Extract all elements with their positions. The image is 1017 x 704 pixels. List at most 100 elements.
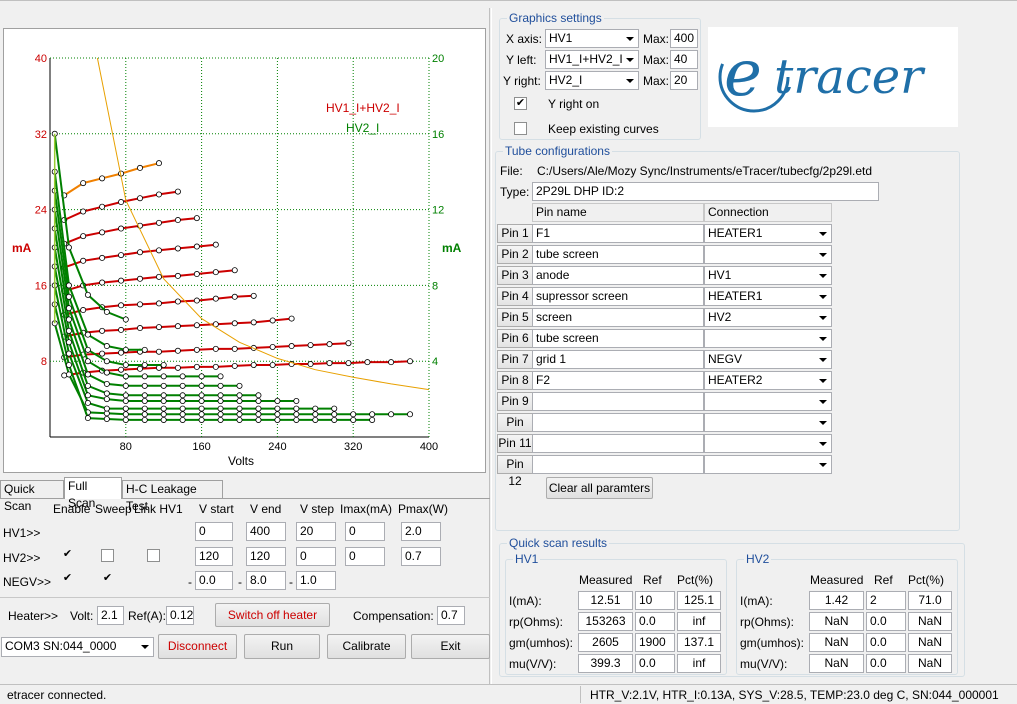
pin-button[interactable]: Pin 5 [497,308,533,327]
pin-connection-select[interactable]: HEATER1 [704,224,832,243]
result-ref-field[interactable]: 0.0 [866,654,906,673]
hv1-vend-input[interactable]: 400 [246,522,286,541]
pin-name-input[interactable]: tube screen [532,329,704,348]
pin-connection-select[interactable] [704,245,832,264]
result-measured-field[interactable]: 153263 [578,612,633,631]
type-field[interactable]: 2P29L DHP ID:2 [532,182,879,201]
disconnect-button[interactable]: Disconnect [158,634,237,659]
pin-name-input[interactable]: grid 1 [532,350,704,369]
hv1-pmax-input[interactable]: 2.0 [401,522,441,541]
hv1-vstart-input[interactable]: 0 [195,522,233,541]
pin-connection-select[interactable]: HV1 [704,266,832,285]
result-pct-field[interactable]: inf [677,612,721,631]
tab-hc-leakage[interactable]: H-C Leakage Test [122,480,223,513]
result-measured-field[interactable]: NaN [809,612,864,631]
pin-name-input[interactable] [532,434,704,453]
hv1-vstep-input[interactable]: 20 [296,522,336,541]
port-select[interactable]: COM3 SN:044_0000 [1,637,154,657]
pin-name-input[interactable]: screen [532,308,704,327]
result-measured-field[interactable]: 2605 [578,633,633,652]
hv1-imax-input[interactable]: 0 [345,522,385,541]
pin-button[interactable]: Pin 4 [497,287,533,306]
hv2-sweep-checkbox[interactable] [101,549,114,562]
result-ref-field[interactable]: 10 [635,591,675,610]
pin-name-input[interactable]: tube screen [532,245,704,264]
pin-button[interactable]: Pin 3 [497,266,533,285]
heater-ref-input[interactable]: 0.12 [166,606,194,625]
negv-vstart-input[interactable]: 0.0 [195,571,233,590]
x-axis-select[interactable]: HV1 [545,29,639,48]
pin-name-input[interactable]: supressor screen [532,287,704,306]
pin-button[interactable]: Pin 7 [497,350,533,369]
y-right-max-input[interactable]: 20 [670,71,698,90]
pin-name-input[interactable] [532,392,704,411]
pin-name-input[interactable] [532,413,704,432]
pin-name-input[interactable]: F1 [532,224,704,243]
hv2-imax-input[interactable]: 0 [345,547,385,566]
pin-button[interactable]: Pin 10 [497,413,533,446]
result-ref-field[interactable]: 2 [866,591,906,610]
result-measured-field[interactable]: NaN [809,633,864,652]
calibrate-button[interactable]: Calibrate [327,634,406,659]
result-pct-field[interactable]: NaN [908,633,952,652]
result-ref-field[interactable]: 0.0 [635,654,675,673]
tab-full-scan[interactable]: Full Scan [64,477,122,510]
pin-connection-select[interactable]: HEATER1 [704,287,832,306]
heater-volt-input[interactable]: 2.1 [97,606,124,625]
clear-all-button[interactable]: Clear all paramters [546,477,653,499]
pin-button[interactable]: Pin 11 [497,434,533,453]
pin-connection-select[interactable] [704,329,832,348]
run-button[interactable]: Run [244,634,320,659]
pin-name-input[interactable]: F2 [532,371,704,390]
pin-connection-select[interactable] [704,413,832,432]
pin-connection-select[interactable]: HV2 [704,308,832,327]
pin-name-input[interactable]: anode [532,266,704,285]
hv2-pmax-input[interactable]: 0.7 [401,547,441,566]
compensation-input[interactable]: 0.7 [437,606,465,625]
y-left-max-input[interactable]: 40 [670,50,698,69]
pin-connection-select[interactable] [704,455,832,474]
y-right-select[interactable]: HV2_I [545,71,639,90]
tab-quick-scan[interactable]: Quick Scan [0,480,64,513]
result-measured-field[interactable]: NaN [809,654,864,673]
negv-enable-checkbox[interactable]: ✔ [62,572,73,584]
pin-button[interactable]: Pin 9 [497,392,533,411]
keep-curves-checkbox[interactable] [514,122,527,135]
switch-heater-button[interactable]: Switch off heater [215,603,330,627]
result-measured-field[interactable]: 12.51 [578,591,633,610]
hv2-vend-input[interactable]: 120 [246,547,286,566]
result-measured-field[interactable]: 1.42 [809,591,864,610]
result-pct-field[interactable]: 125.1 [677,591,721,610]
result-measured-field[interactable]: 399.3 [578,654,633,673]
result-ref-field[interactable]: 0.0 [866,612,906,631]
pin-button[interactable]: Pin 8 [497,371,533,390]
pin-button[interactable]: Pin 1 [497,224,533,243]
result-pct-field[interactable]: NaN [908,654,952,673]
pin-button[interactable]: Pin 2 [497,245,533,264]
hv2-vstep-input[interactable]: 0 [296,547,336,566]
result-ref-field[interactable]: 0.0 [866,633,906,652]
negv-vend-input[interactable]: 8.0 [246,571,286,590]
negv-vstep-input[interactable]: 1.0 [296,571,336,590]
y-right-on-checkbox[interactable]: ✔ [514,97,527,110]
pin-name-input[interactable] [532,455,704,474]
pin-connection-select[interactable] [704,392,832,411]
result-pct-field[interactable]: 137.1 [677,633,721,652]
result-pct-field[interactable]: NaN [908,612,952,631]
result-ref-field[interactable]: 0.0 [635,612,675,631]
pin-connection-select[interactable]: HEATER2 [704,371,832,390]
result-pct-field[interactable]: 71.0 [908,591,952,610]
y-left-select[interactable]: HV1_I+HV2_I [545,50,639,69]
pin-connection-select[interactable] [704,434,832,453]
result-pct-field[interactable]: inf [677,654,721,673]
hv2-link-checkbox[interactable] [147,549,160,562]
pin-button[interactable]: Pin 6 [497,329,533,348]
exit-button[interactable]: Exit [411,634,490,659]
splitter[interactable] [489,8,492,684]
result-ref-field[interactable]: 1900 [635,633,675,652]
x-max-input[interactable]: 400 [670,29,698,48]
hv2-vstart-input[interactable]: 120 [195,547,233,566]
negv-sweep-checkbox[interactable]: ✔ [102,572,113,584]
pin-button[interactable]: Pin 12 [497,455,533,488]
pin-connection-select[interactable]: NEGV [704,350,832,369]
